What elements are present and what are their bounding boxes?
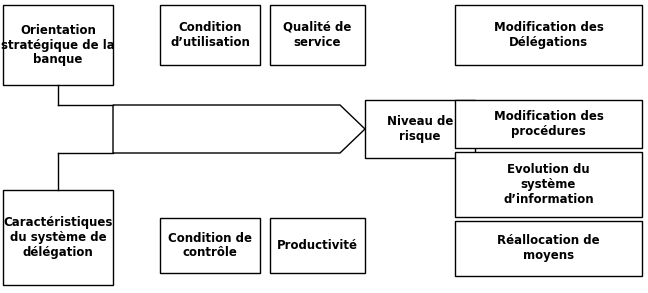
Text: Condition
d’utilisation: Condition d’utilisation [170,21,250,49]
Text: Productivité: Productivité [277,239,358,252]
Text: Modification des
procédures: Modification des procédures [494,110,603,138]
Bar [3,190,113,285]
Text: Niveau de
risque: Niveau de risque [387,115,453,143]
Bar [455,100,642,148]
Bar [455,152,642,217]
Text: Qualité de
service: Qualité de service [283,21,352,49]
Text: Evolution du
système
d’information: Evolution du système d’information [503,163,594,206]
Bar [365,100,475,158]
Bar [160,218,260,273]
Text: Condition de
contrôle: Condition de contrôle [168,231,252,260]
Bar [270,218,365,273]
Text: Réallocation de
moyens: Réallocation de moyens [497,234,600,263]
Bar [3,5,113,85]
Bar [455,5,642,65]
Bar [455,221,642,276]
Bar [160,5,260,65]
Text: Orientation
stratégique de la
banque: Orientation stratégique de la banque [1,23,115,67]
Text: Modification des
Délégations: Modification des Délégations [494,21,603,49]
Bar [270,5,365,65]
Text: Caractéristiques
du système de
délégation: Caractéristiques du système de délégatio… [3,216,113,259]
